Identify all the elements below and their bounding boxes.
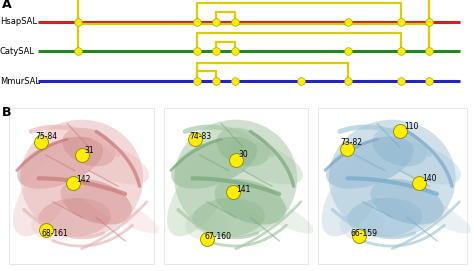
Ellipse shape [31,209,74,241]
Text: CatySAL: CatySAL [0,47,35,56]
Ellipse shape [192,198,265,237]
Ellipse shape [372,128,427,166]
Text: 110: 110 [404,122,419,131]
Ellipse shape [13,151,78,236]
Text: 75-84: 75-84 [36,132,58,141]
Text: A: A [2,0,12,11]
Ellipse shape [216,128,270,166]
Text: 142: 142 [76,175,91,184]
Text: 66-159: 66-159 [350,228,377,237]
Ellipse shape [38,198,111,237]
Text: HsapSAL: HsapSAL [0,17,37,26]
Text: MmurSAL: MmurSAL [0,77,40,86]
Ellipse shape [227,141,303,184]
Ellipse shape [322,151,388,236]
Ellipse shape [230,186,314,234]
FancyBboxPatch shape [318,108,467,264]
Ellipse shape [326,137,414,189]
FancyBboxPatch shape [9,108,154,264]
Text: 31: 31 [85,146,94,155]
Text: 140: 140 [422,174,437,183]
Ellipse shape [17,137,103,189]
Ellipse shape [347,198,422,237]
Ellipse shape [388,186,471,234]
Ellipse shape [171,137,257,189]
Ellipse shape [174,120,297,237]
Ellipse shape [340,209,385,241]
Ellipse shape [20,120,143,237]
Ellipse shape [215,179,286,225]
Ellipse shape [61,179,132,225]
Text: 30: 30 [239,150,248,159]
Text: 73-82: 73-82 [340,138,362,147]
Text: 141: 141 [236,185,250,194]
Ellipse shape [167,151,232,236]
Ellipse shape [76,186,160,234]
Text: 74-83: 74-83 [190,132,212,141]
Ellipse shape [329,120,456,237]
Text: B: B [2,105,12,118]
Ellipse shape [383,141,461,185]
Text: 68-161: 68-161 [41,228,68,237]
FancyBboxPatch shape [164,108,308,264]
Ellipse shape [185,209,228,241]
Ellipse shape [73,141,149,184]
Text: 67-160: 67-160 [204,232,231,241]
Ellipse shape [62,128,116,166]
Ellipse shape [371,179,444,225]
